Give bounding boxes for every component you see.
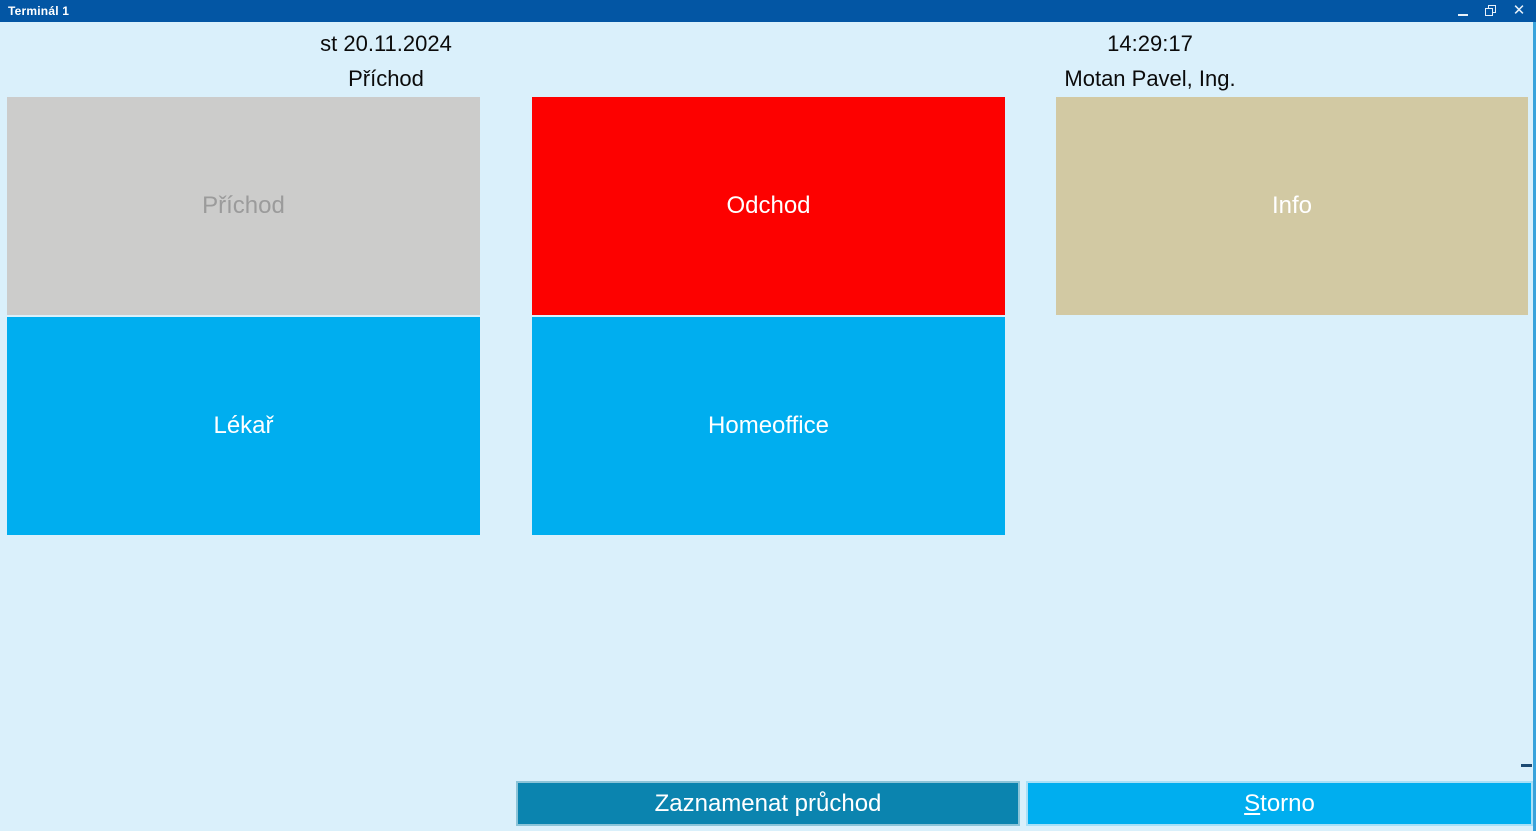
resize-grip-dash — [1521, 764, 1532, 767]
info-button[interactable]: Info — [1056, 97, 1528, 315]
record-pass-button[interactable]: Zaznamenat průchod — [516, 781, 1020, 826]
storno-label-rest: torno — [1260, 789, 1315, 817]
titlebar: Terminál 1 ✕ — [0, 0, 1536, 22]
user-name-label: Motan Pavel, Ing. — [1064, 66, 1236, 91]
minimize-icon[interactable] — [1456, 4, 1470, 18]
current-mode-label: Příchod — [348, 66, 424, 91]
lekar-button[interactable]: Lékař — [7, 317, 480, 535]
homeoffice-button[interactable]: Homeoffice — [532, 317, 1005, 535]
close-icon[interactable]: ✕ — [1512, 2, 1526, 19]
time-label: 14:29:17 — [1107, 31, 1193, 56]
date-label: st 20.11.2024 — [320, 31, 452, 56]
storno-mnemonic: S — [1244, 789, 1261, 817]
window-controls: ✕ — [1456, 0, 1536, 22]
restore-icon[interactable] — [1484, 4, 1498, 18]
window-right-border — [1533, 22, 1536, 831]
prichod-button: Příchod — [7, 97, 480, 315]
odchod-button[interactable]: Odchod — [532, 97, 1005, 315]
window-title: Terminál 1 — [8, 4, 70, 18]
